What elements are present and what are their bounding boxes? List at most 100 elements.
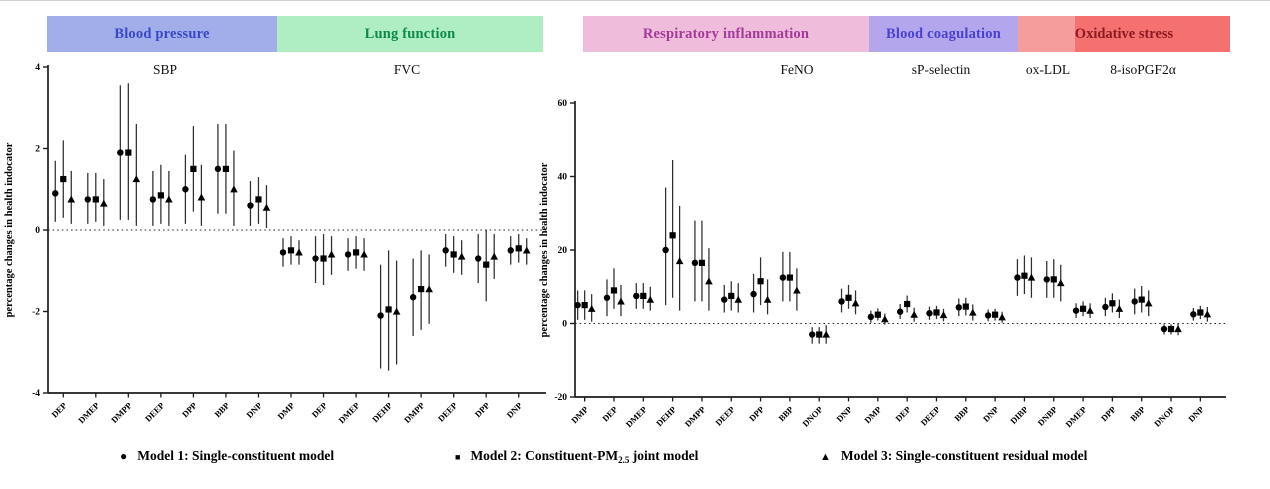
marker-square [992,311,999,318]
x-tick-label-DMEP: DMEP [76,400,101,425]
marker-square [1109,300,1116,307]
marker-square [60,175,67,183]
x-tick-label-DPP: DPP [747,404,766,423]
marker-circle [750,290,757,298]
subtitle-fvc: FVC [393,62,421,77]
marker-circle [984,312,992,319]
band-respiratory-inflammation-label: Respiratory inflammation [642,25,810,42]
marker-circle [603,294,611,301]
y-tick-label-right: 20 [558,246,568,256]
x-tick-label-DNOP: DNOP [800,404,824,428]
band-oxidative-stress-label-wrap: Oxidative stress [1018,16,1230,52]
marker-square [450,251,457,258]
marker-circle [84,196,92,203]
marker-square [92,196,99,203]
x-tick-label-DPP: DPP [473,400,492,419]
subtitle-8-isopgf2a: 8-isoPGF2α [1110,62,1176,77]
marker-square [728,292,735,300]
marker-circle [247,202,254,209]
legend-model3-text: Model 3: Single-constituent residual mod… [841,448,1088,465]
marker-square [933,309,940,316]
y-tick-label-right: 0 [562,320,567,330]
x-tick-label-DMP: DMP [275,400,296,421]
band-blood-coagulation-label: Blood coagulation [886,25,1001,42]
legend-item-model2: ■ Model 2: Constituent-PM2.5 joint model [455,448,698,465]
band-oxidative-stress-light [1018,16,1075,52]
square-marker-icon: ■ [455,451,461,462]
triangle-marker-icon: ▲ [820,450,831,463]
x-tick-label-DNOP: DNOP [1152,404,1176,428]
marker-circle [1043,276,1050,283]
marker-square [698,259,706,266]
marker-circle [896,308,904,315]
x-tick-label-DEP: DEP [600,404,619,423]
marker-square [418,285,425,293]
x-tick-label-DMP: DMP [569,404,590,425]
marker-triangle [522,246,531,254]
marker-circle [409,294,417,301]
marker-circle [214,165,222,173]
marker-square [640,292,647,300]
marker-square [757,278,764,285]
marker-triangle [1056,279,1065,287]
marker-circle [312,255,319,262]
x-tick-label-DEEP: DEEP [143,400,166,423]
marker-triangle [1115,304,1124,312]
marker-circle [279,249,287,256]
marker-square [190,165,197,172]
marker-triangle [1144,299,1153,307]
x-tick-label-DNBP: DNBP [1036,404,1060,428]
x-tick-label-DEP: DEP [310,400,329,419]
marker-circle [507,247,514,254]
marker-triangle [910,310,918,318]
legend-model1-text: Model 1: Single-constituent model [137,448,334,465]
marker-square [581,302,588,309]
marker-square [1021,272,1028,279]
x-tick-label-DMEP: DMEP [1064,404,1089,429]
marker-triangle [132,175,141,183]
marker-circle [691,259,699,267]
marker-square [962,303,969,310]
marker-circle [779,274,787,281]
marker-square [786,274,793,281]
marker-circle [344,251,352,258]
marker-circle [442,247,449,254]
marker-circle [1072,307,1080,314]
x-tick-label-DNP: DNP [1186,404,1206,424]
x-tick-label-DNP: DNP [505,400,525,420]
marker-circle [182,186,189,193]
y-axis-title-left: percentage changes in health indocator [4,142,15,317]
x-tick-label-DNP: DNP [834,404,854,424]
marker-triangle [457,252,466,260]
marker-triangle [1174,325,1182,333]
x-tick-label-BBP: BBP [1128,404,1147,423]
marker-square [610,287,618,294]
y-tick-label-left: -4 [32,389,40,399]
marker-circle [955,304,962,311]
marker-circle [633,292,640,300]
band-blood-pressure: Blood pressure [47,16,277,52]
legend-model2-text: Model 2: Constituent-PM2.5 joint model [470,448,698,465]
marker-square [1050,276,1057,283]
marker-triangle [165,195,173,203]
marker-square [125,149,132,156]
band-blood-pressure-label: Blood pressure [114,25,210,42]
marker-triangle [968,308,977,316]
x-tick-label-DEHP: DEHP [370,400,394,424]
marker-square [1167,325,1175,333]
marker-square [483,261,490,268]
subtitle-sbp: SBP [152,62,178,77]
x-tick-label-DMEP: DMEP [624,404,649,429]
marker-square [515,245,522,252]
marker-square [255,196,262,203]
marker-square [904,300,911,308]
marker-square [669,232,676,239]
marker-triangle [822,330,831,338]
y-tick-label-left: 2 [35,145,40,155]
y-tick-label-left: 4 [35,63,40,73]
marker-square [1197,309,1204,316]
marker-circle [926,310,933,317]
marker-triangle [360,250,368,258]
marker-triangle [705,277,713,285]
